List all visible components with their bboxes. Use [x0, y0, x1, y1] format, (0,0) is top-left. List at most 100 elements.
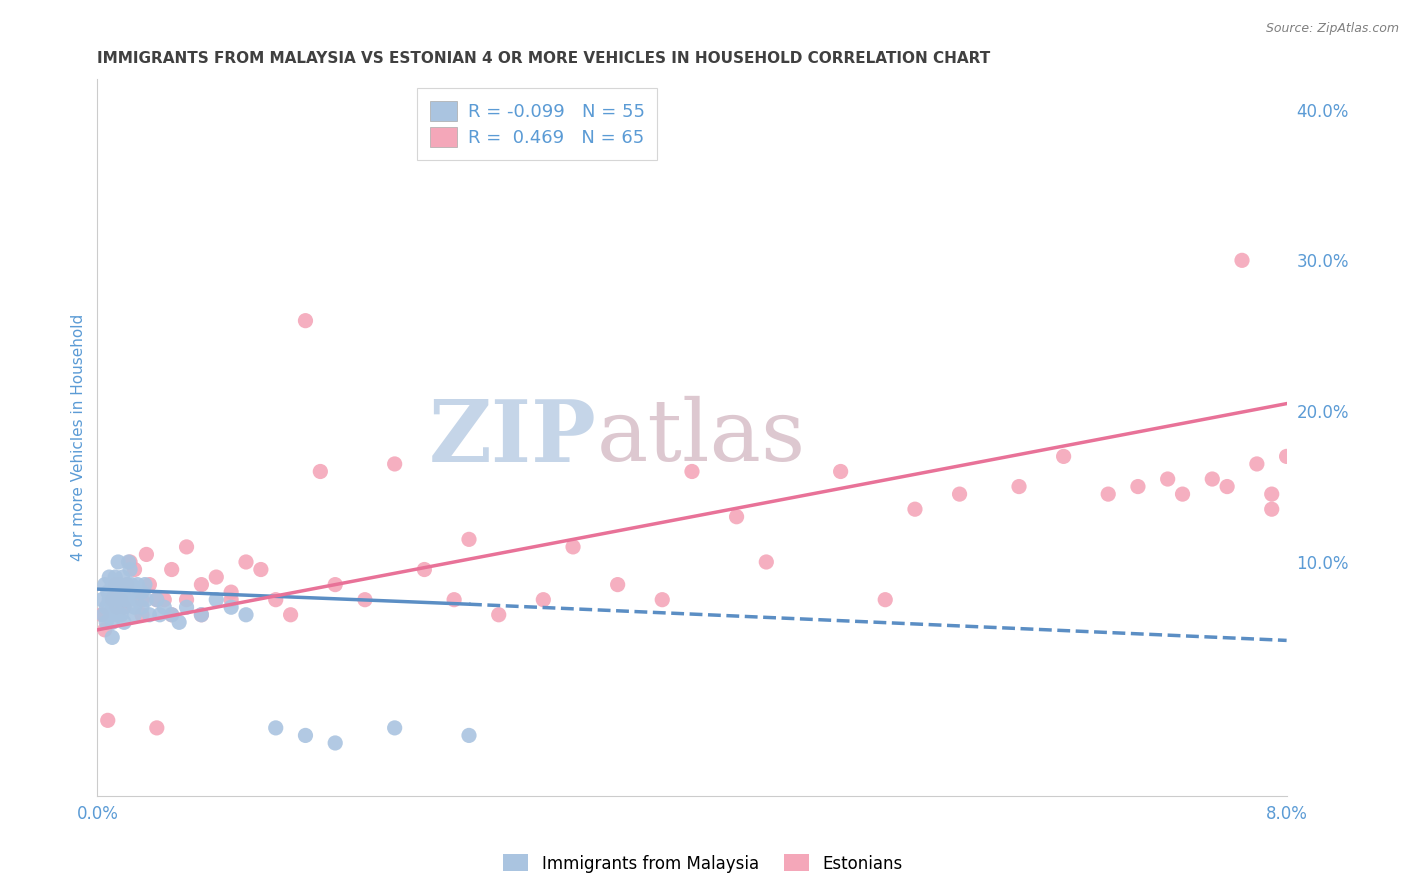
Point — [904, 502, 927, 516]
Point — [219, 592, 242, 607]
Point — [108, 577, 131, 591]
Point — [1097, 487, 1119, 501]
Point — [354, 592, 377, 607]
Point — [96, 615, 118, 630]
Point — [146, 592, 169, 607]
Point — [120, 562, 142, 576]
Point — [235, 607, 257, 622]
Point — [90, 607, 112, 622]
Point — [755, 555, 778, 569]
Point — [681, 465, 703, 479]
Point — [153, 600, 176, 615]
Point — [264, 721, 287, 735]
Point — [1008, 479, 1031, 493]
Point — [135, 548, 157, 562]
Legend: Immigrants from Malaysia, Estonians: Immigrants from Malaysia, Estonians — [496, 847, 910, 880]
Point — [101, 615, 124, 630]
Point — [1246, 457, 1268, 471]
Point — [90, 592, 112, 607]
Point — [531, 592, 554, 607]
Point — [120, 555, 142, 569]
Point — [219, 600, 242, 615]
Point — [138, 607, 160, 622]
Point — [124, 607, 146, 622]
Point — [146, 721, 169, 735]
Point — [124, 562, 146, 576]
Point — [205, 570, 228, 584]
Point — [131, 607, 153, 622]
Point — [131, 585, 153, 599]
Point — [323, 736, 346, 750]
Point — [176, 592, 198, 607]
Point — [100, 607, 122, 622]
Point — [651, 592, 673, 607]
Point — [830, 465, 852, 479]
Point — [110, 592, 132, 607]
Point — [458, 533, 481, 547]
Point — [219, 585, 242, 599]
Point — [111, 585, 134, 599]
Point — [131, 592, 153, 607]
Point — [1171, 487, 1194, 501]
Point — [101, 592, 124, 607]
Point — [94, 577, 117, 591]
Point — [108, 592, 131, 607]
Point — [149, 607, 172, 622]
Point — [294, 313, 316, 327]
Point — [153, 592, 176, 607]
Point — [160, 607, 183, 622]
Text: atlas: atlas — [596, 396, 806, 479]
Point — [122, 585, 145, 599]
Point — [105, 600, 128, 615]
Point — [1275, 450, 1298, 464]
Point — [131, 600, 153, 615]
Point — [1261, 502, 1284, 516]
Point — [115, 592, 138, 607]
Point — [121, 577, 143, 591]
Text: ZIP: ZIP — [429, 395, 596, 480]
Point — [1261, 487, 1284, 501]
Point — [104, 577, 127, 591]
Point — [1052, 450, 1074, 464]
Legend: R = -0.099   N = 55, R =  0.469   N = 65: R = -0.099 N = 55, R = 0.469 N = 65 — [418, 88, 658, 160]
Point — [94, 623, 117, 637]
Point — [384, 721, 406, 735]
Point — [114, 592, 136, 607]
Point — [190, 607, 212, 622]
Point — [176, 540, 198, 554]
Point — [294, 728, 316, 742]
Point — [98, 570, 121, 584]
Point — [107, 555, 129, 569]
Point — [948, 487, 970, 501]
Point — [104, 570, 127, 584]
Point — [115, 577, 138, 591]
Point — [135, 592, 157, 607]
Point — [488, 607, 510, 622]
Point — [205, 592, 228, 607]
Text: IMMIGRANTS FROM MALAYSIA VS ESTONIAN 4 OR MORE VEHICLES IN HOUSEHOLD CORRELATION: IMMIGRANTS FROM MALAYSIA VS ESTONIAN 4 O… — [97, 51, 991, 66]
Y-axis label: 4 or more Vehicles in Household: 4 or more Vehicles in Household — [72, 314, 86, 561]
Point — [384, 457, 406, 471]
Point — [190, 577, 212, 591]
Point — [101, 577, 124, 591]
Point — [190, 607, 212, 622]
Point — [606, 577, 628, 591]
Point — [146, 592, 169, 607]
Point — [725, 509, 748, 524]
Point — [562, 540, 585, 554]
Point — [101, 631, 124, 645]
Point — [125, 592, 148, 607]
Point — [98, 592, 121, 607]
Point — [112, 600, 135, 615]
Point — [97, 714, 120, 728]
Point — [1156, 472, 1178, 486]
Point — [458, 728, 481, 742]
Point — [176, 600, 198, 615]
Point — [167, 615, 190, 630]
Point — [1216, 479, 1239, 493]
Point — [127, 577, 149, 591]
Point — [160, 607, 183, 622]
Text: Source: ZipAtlas.com: Source: ZipAtlas.com — [1265, 22, 1399, 36]
Point — [117, 555, 139, 569]
Point — [1126, 479, 1149, 493]
